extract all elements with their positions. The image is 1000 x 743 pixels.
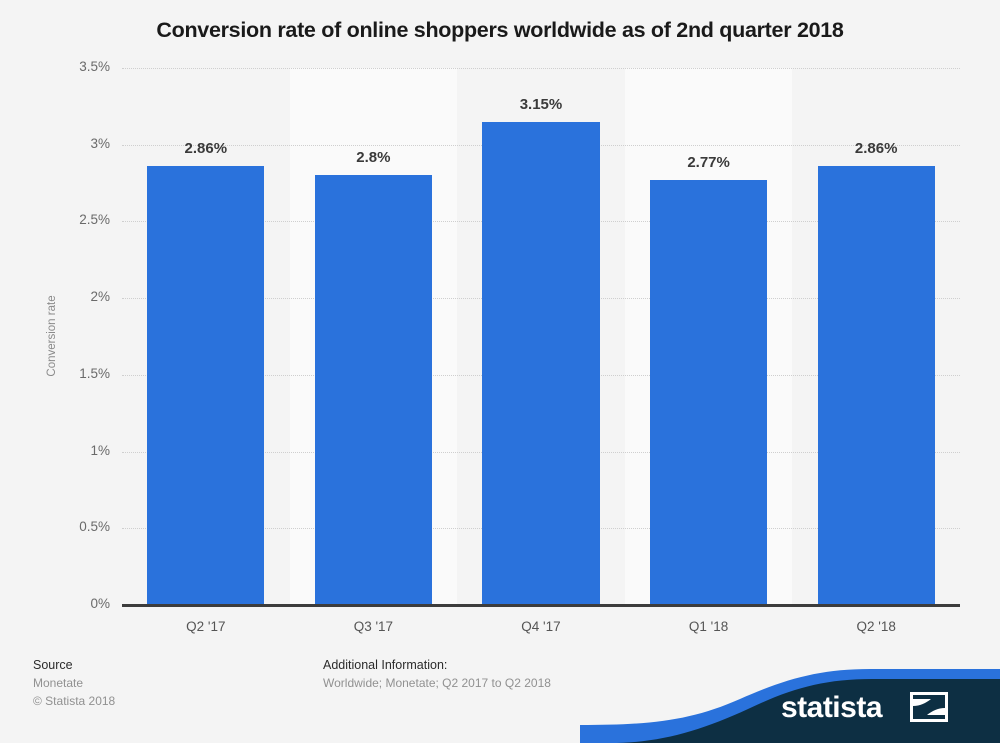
x-axis-line [122, 604, 960, 607]
bar-value-label: 2.77% [687, 154, 730, 171]
statista-logo-text: statista [780, 691, 883, 724]
y-axis-tick-label: 0% [90, 596, 110, 611]
bar-value-label: 2.86% [854, 140, 898, 158]
bar-value-label: 2.86% [184, 140, 228, 158]
bar-value-label: 2.8% [356, 149, 391, 167]
source-heading: Source [33, 658, 73, 672]
y-axis-tick-label: 0.5% [79, 519, 110, 535]
x-axis-tick-label: Q2 '18 [856, 619, 896, 634]
x-axis-tick-label: Q3 '17 [353, 619, 394, 634]
copyright-notice: © Statista 2018 [33, 694, 116, 708]
y-axis-tick-label: 2% [90, 289, 110, 305]
y-axis-tick-label: 3% [90, 135, 110, 151]
statista-logo-wave [580, 669, 1000, 743]
y-axis-tick-label: 1% [90, 442, 110, 458]
source-name: Monetate [33, 676, 84, 690]
bar[interactable] [314, 175, 433, 605]
bar[interactable] [649, 180, 768, 605]
chart-title: Conversion rate of online shoppers world… [156, 18, 844, 42]
additional-information-heading: Additional Information: [323, 658, 448, 672]
x-axis-tick-label: Q1 '18 [688, 619, 729, 634]
y-axis-tick-label: 1.5% [79, 365, 110, 381]
bar[interactable] [147, 166, 265, 605]
bar[interactable] [817, 166, 935, 605]
gridline [122, 68, 960, 69]
x-axis-tick-label: Q2 '17 [186, 619, 226, 634]
additional-information-text: Worldwide; Monetate; Q2 2017 to Q2 2018 [323, 676, 551, 690]
statista-logo-mark-icon [910, 692, 948, 722]
bar[interactable] [482, 121, 600, 605]
bar-value-label: 3.15% [519, 95, 563, 113]
y-axis-tick-label: 2.5% [79, 212, 110, 228]
y-axis-tick-label: 3.5% [79, 59, 110, 74]
chart-footer: Source Monetate © Statista 2018 Addition… [0, 652, 1000, 743]
x-axis-tick-label: Q4 '17 [521, 619, 561, 634]
plot-area [122, 68, 960, 605]
